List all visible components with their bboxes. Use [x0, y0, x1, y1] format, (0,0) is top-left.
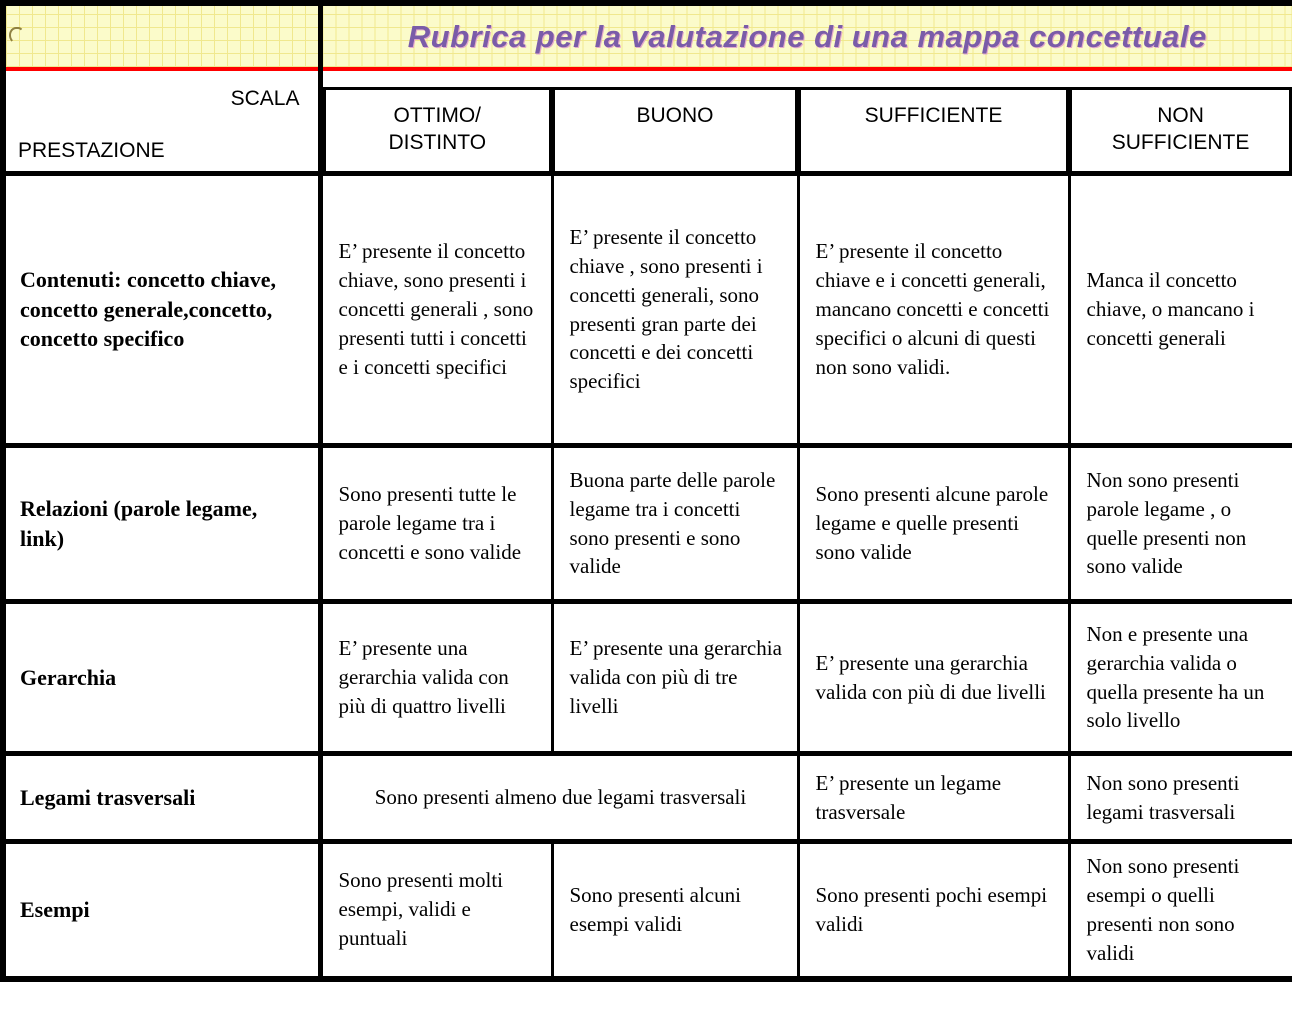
- row-label-gerarchia: Gerarchia: [3, 599, 323, 756]
- column-header-label: SUFFICIENTE: [798, 87, 1069, 169]
- cell-esempi-buono: Sono presenti alcuni esempi validi: [550, 838, 800, 982]
- cell-relazioni-buono: Buona parte delle parole legame tra i co…: [550, 443, 800, 604]
- column-header-label: NON SUFFICIENTE: [1069, 87, 1292, 169]
- table-row-esempi: Esempi Sono presenti molti esempi, valid…: [3, 838, 1292, 982]
- column-header-buono: BUONO: [552, 69, 798, 176]
- cell-contenuti-non-sufficiente: Manca il concetto chiave, o mancano i co…: [1067, 171, 1292, 448]
- row-label-relazioni: Relazioni (parole legame, link): [3, 443, 323, 604]
- title-band-corner: [3, 3, 323, 71]
- row-label-esempi: Esempi: [3, 838, 323, 982]
- table-row-legami-trasversali: Legami trasversali Sono presenti almeno …: [3, 751, 1292, 844]
- column-header-non-sufficiente: NON SUFFICIENTE: [1069, 69, 1292, 176]
- cell-contenuti-buono: E’ presente il concetto chiave , sono pr…: [550, 171, 800, 448]
- page-title: Rubrica per la valutazione di una mappa …: [407, 18, 1207, 54]
- title-band-row: Rubrica per la valutazione di una mappa …: [3, 3, 1292, 71]
- cell-relazioni-sufficiente: Sono presenti alcune parole legame e que…: [796, 443, 1071, 604]
- header-row: SCALA PRESTAZIONE OTTIMO/ DISTINTO BUONO…: [3, 69, 1292, 176]
- column-header-sufficiente: SUFFICIENTE: [798, 69, 1069, 176]
- table-row-contenuti: Contenuti: concetto chiave, concetto gen…: [3, 171, 1292, 448]
- rubric-table: Rubrica per la valutazione di una mappa …: [0, 0, 1292, 982]
- cell-esempi-ottimo: Sono presenti molti esempi, validi e pun…: [318, 838, 554, 982]
- cell-gerarchia-non-sufficiente: Non e presente una gerarchia valida o qu…: [1067, 599, 1292, 756]
- table-row-relazioni: Relazioni (parole legame, link) Sono pre…: [3, 443, 1292, 604]
- title-band: Rubrica per la valutazione di una mappa …: [318, 3, 1292, 71]
- cell-gerarchia-ottimo: E’ presente una gerarchia valida con più…: [318, 599, 554, 756]
- axis-label-scala: SCALA: [230, 87, 300, 110]
- cell-contenuti-sufficiente: E’ presente il concetto chiave e i conce…: [796, 171, 1071, 448]
- column-header-label: OTTIMO/ DISTINTO: [322, 87, 552, 169]
- cell-contenuti-ottimo: E’ presente il concetto chiave, sono pre…: [318, 171, 554, 448]
- row-label-contenuti: Contenuti: concetto chiave, concetto gen…: [3, 171, 323, 448]
- axis-inner: SCALA PRESTAZIONE: [6, 71, 315, 169]
- cell-gerarchia-sufficiente: E’ presente una gerarchia valida con più…: [796, 599, 1071, 756]
- cell-legami-ottimo-buono: Sono presenti almeno due legami trasvers…: [318, 751, 800, 844]
- cell-relazioni-non-sufficiente: Non sono presenti parole legame , o quel…: [1067, 443, 1292, 604]
- column-header-ottimo-distinto: OTTIMO/ DISTINTO: [320, 69, 552, 176]
- axis-label-prestazione: PRESTAZIONE: [18, 139, 165, 162]
- cell-esempi-sufficiente: Sono presenti pochi esempi validi: [796, 838, 1071, 982]
- table-row-gerarchia: Gerarchia E’ presente una gerarchia vali…: [3, 599, 1292, 756]
- cell-esempi-non-sufficiente: Non sono presenti esempi o quelli presen…: [1067, 838, 1292, 982]
- cell-gerarchia-buono: E’ presente una gerarchia valida con più…: [550, 599, 800, 756]
- row-label-legami-trasversali: Legami trasversali: [3, 751, 323, 844]
- axis-cell: SCALA PRESTAZIONE: [3, 69, 323, 176]
- cell-legami-non-sufficiente: Non sono presenti legami trasversali: [1067, 751, 1292, 844]
- page-curl-artifact-icon: [9, 27, 24, 44]
- cell-legami-sufficiente: E’ presente un legame trasversale: [796, 751, 1071, 844]
- column-header-label: BUONO: [552, 87, 798, 169]
- cell-relazioni-ottimo: Sono presenti tutte le parole legame tra…: [318, 443, 554, 604]
